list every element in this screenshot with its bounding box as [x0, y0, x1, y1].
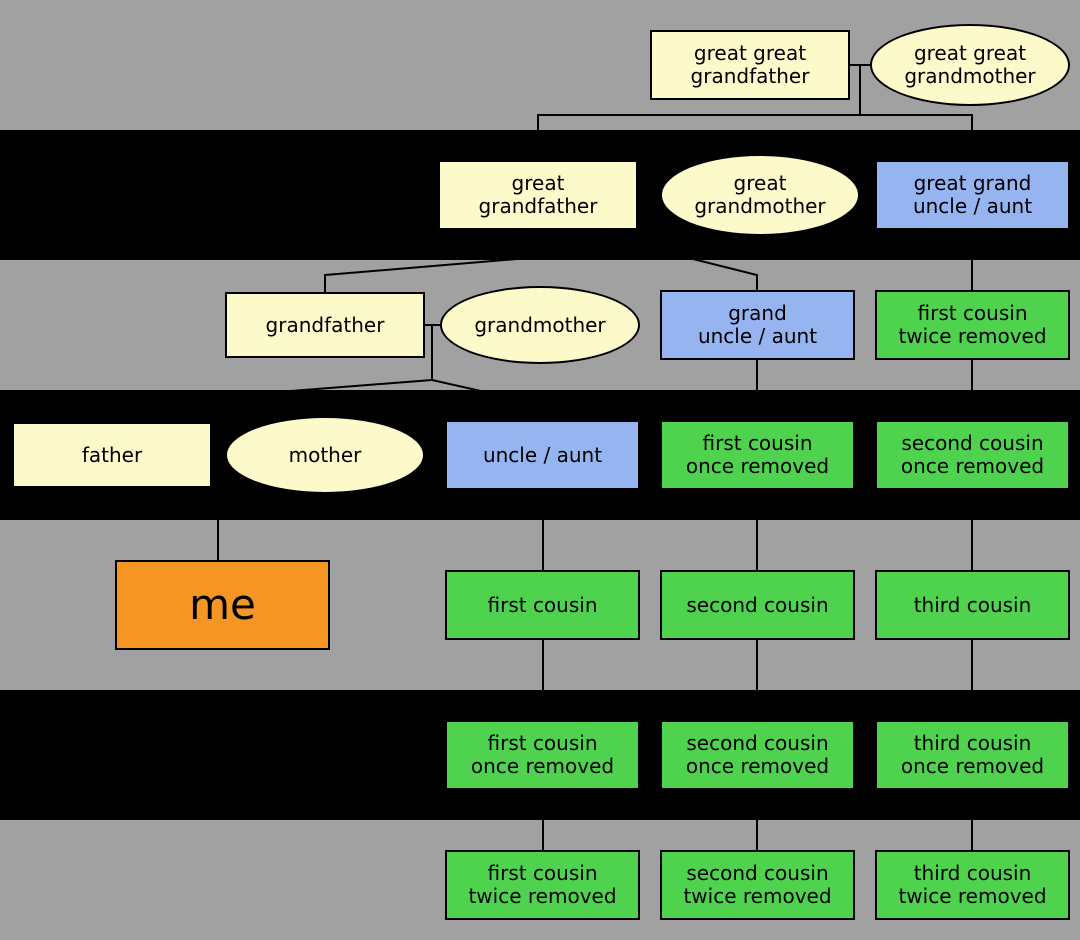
node-fctw: first cousin twice removed: [875, 290, 1070, 360]
node-fcor2: first cousin once removed: [445, 720, 640, 790]
node-ggf: great great grandfather: [650, 30, 850, 100]
node-tc: third cousin: [875, 570, 1070, 640]
node-gua: grand uncle / aunt: [660, 290, 855, 360]
node-ggua: great grand uncle / aunt: [875, 160, 1070, 230]
node-sctw: second cousin twice removed: [660, 850, 855, 920]
node-scor: second cousin once removed: [875, 420, 1070, 490]
node-gmo: great grandmother: [660, 154, 860, 236]
node-gm: grandmother: [440, 286, 640, 364]
node-gf: grandfather: [225, 292, 425, 358]
node-fc: first cousin: [445, 570, 640, 640]
family-tree-diagram: great great grandfather great great grand…: [0, 0, 1080, 940]
node-gfa: great grandfather: [438, 160, 638, 230]
node-ua: uncle / aunt: [445, 420, 640, 490]
node-fctw2: first cousin twice removed: [445, 850, 640, 920]
node-fa: father: [12, 422, 212, 488]
node-tcor: third cousin once removed: [875, 720, 1070, 790]
node-mo: mother: [225, 416, 425, 494]
node-ggm: great great grandmother: [870, 24, 1070, 106]
node-scor2: second cousin once removed: [660, 720, 855, 790]
node-sc: second cousin: [660, 570, 855, 640]
node-fcor: first cousin once removed: [660, 420, 855, 490]
node-me: me: [115, 560, 330, 650]
node-tctw: third cousin twice removed: [875, 850, 1070, 920]
